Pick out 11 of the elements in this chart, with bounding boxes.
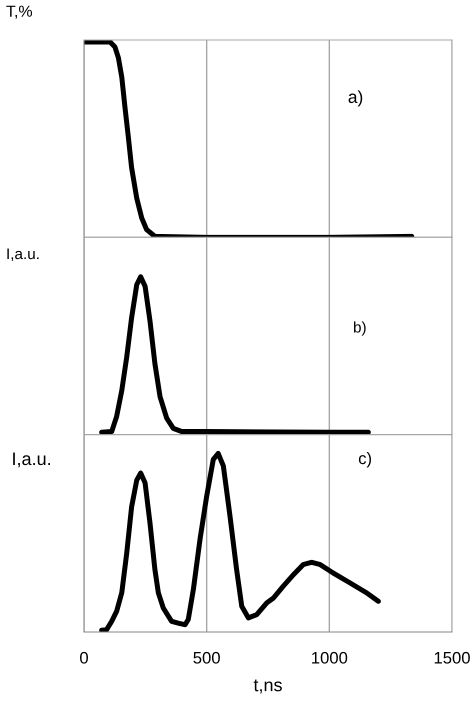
annotation: b) <box>354 321 366 336</box>
annotation: c) <box>358 452 372 468</box>
x-tick-label: 1000 <box>312 652 348 664</box>
x-tick-label: 0 <box>80 652 88 664</box>
x-axis-title: t,ns <box>254 680 282 694</box>
x-tick-label: 500 <box>193 652 220 664</box>
x-tick-label: 1500 <box>434 652 470 664</box>
y-axis-title: T,% <box>6 6 32 19</box>
y-axis-title: I,a.u. <box>13 452 50 468</box>
y-axis-title: I,a.u. <box>7 248 39 261</box>
annotation: a) <box>348 90 362 106</box>
